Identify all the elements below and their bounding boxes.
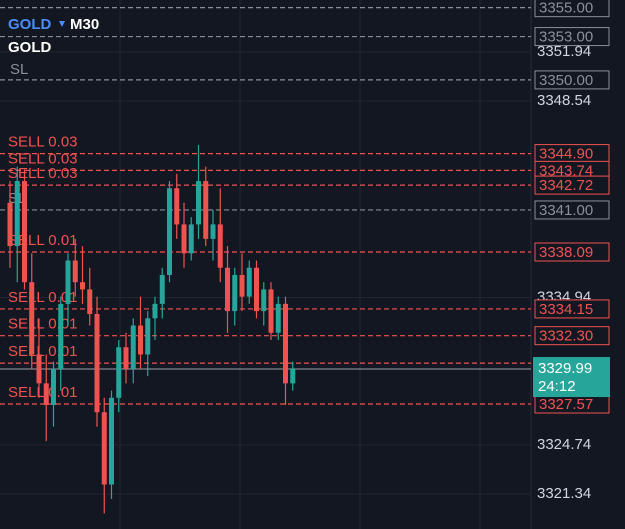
candle-body (283, 303, 288, 384)
price-box (534, 0, 610, 18)
candle-body (123, 347, 129, 369)
candle-body (138, 325, 143, 355)
candle-body (225, 267, 230, 312)
candle-body (65, 260, 71, 304)
candle-body (116, 347, 122, 398)
price-box-label: 3355.00 (539, 0, 593, 17)
candle-body (7, 202, 13, 247)
candle-body (268, 289, 274, 333)
price-box-label: 3344.90 (539, 146, 593, 163)
price-box-label: 3350.00 (539, 72, 593, 89)
candle-body (80, 282, 85, 290)
candle-body (290, 369, 296, 384)
candle-body (145, 318, 151, 355)
price-box (534, 200, 610, 220)
candles (7, 144, 296, 514)
order-label: SELL 0.01 (8, 316, 78, 333)
current-price-box (533, 357, 610, 398)
candle-body (87, 289, 93, 314)
dropdown-arrow[interactable] (59, 21, 65, 27)
order-label: SELL 0.03 (8, 165, 78, 182)
price-box-label: 3334.15 (539, 301, 593, 318)
price-box-label: 3341.00 (539, 202, 593, 219)
candle-body (159, 274, 165, 304)
candle-body (58, 303, 64, 369)
subtitle: GOLD (8, 39, 51, 56)
order-label: SELL 0.01 (8, 289, 78, 306)
price-box (534, 326, 610, 346)
candle-body (254, 267, 259, 312)
candle-body (174, 188, 180, 225)
candle-body (167, 188, 172, 275)
candle-body (210, 224, 216, 239)
candle-body (261, 289, 267, 312)
price-box-label: 3353.00 (539, 29, 593, 46)
price-box (534, 242, 610, 262)
price-box-label: 3332.30 (539, 328, 593, 345)
candle-body (94, 313, 100, 413)
candle-body (152, 303, 158, 319)
candle-body (232, 274, 238, 312)
price-box (534, 299, 610, 319)
candle-body (188, 224, 194, 254)
price-axis: 3351.943348.543334.943324.743321.343355.… (533, 0, 610, 502)
order-label: SELL 0.03 (8, 134, 78, 151)
candle-body (239, 274, 245, 297)
timeframe[interactable]: M30 (70, 16, 99, 33)
candle-body (246, 267, 252, 297)
candle-body (51, 368, 56, 406)
candle-body (22, 181, 27, 283)
candle-body (14, 181, 20, 247)
order-label: SELL 0.01 (8, 384, 78, 401)
y-tick-label: 3321.34 (537, 485, 591, 502)
price-box-label: 3338.09 (539, 244, 593, 261)
vertical-grid (119, 0, 481, 529)
price-box (534, 175, 610, 195)
price-box (534, 70, 610, 90)
price-box-label: 3327.57 (539, 396, 593, 413)
current-price-label: 3329.99 (538, 360, 592, 377)
note: SL (10, 61, 28, 78)
y-tick-label: 3348.54 (537, 92, 591, 109)
candle-body (43, 383, 49, 406)
countdown: 24:12 (538, 378, 576, 395)
candle-body (203, 181, 209, 239)
candle-body (130, 325, 136, 369)
price-box-label: 3343.74 (539, 162, 593, 179)
price-box (534, 27, 610, 47)
candle-body (196, 181, 201, 225)
candle-body (29, 282, 35, 355)
symbol[interactable]: GOLD (8, 16, 51, 33)
order-label: SELL 0.03 (8, 150, 78, 167)
price-box-label: 3342.72 (539, 177, 593, 194)
candle-body (217, 224, 223, 268)
candle-body (275, 303, 281, 333)
header: GOLD M30 GOLD SL (8, 16, 99, 78)
grid (0, 51, 531, 495)
candle-body (109, 397, 114, 485)
y-tick-label: 3351.94 (537, 43, 591, 60)
candle-body (101, 412, 107, 485)
order-label: SELL 0.01 (8, 343, 78, 360)
candle-body (36, 354, 42, 384)
candle-body (181, 224, 187, 254)
y-tick-label: 3324.74 (537, 436, 591, 453)
candle-body (72, 260, 78, 283)
